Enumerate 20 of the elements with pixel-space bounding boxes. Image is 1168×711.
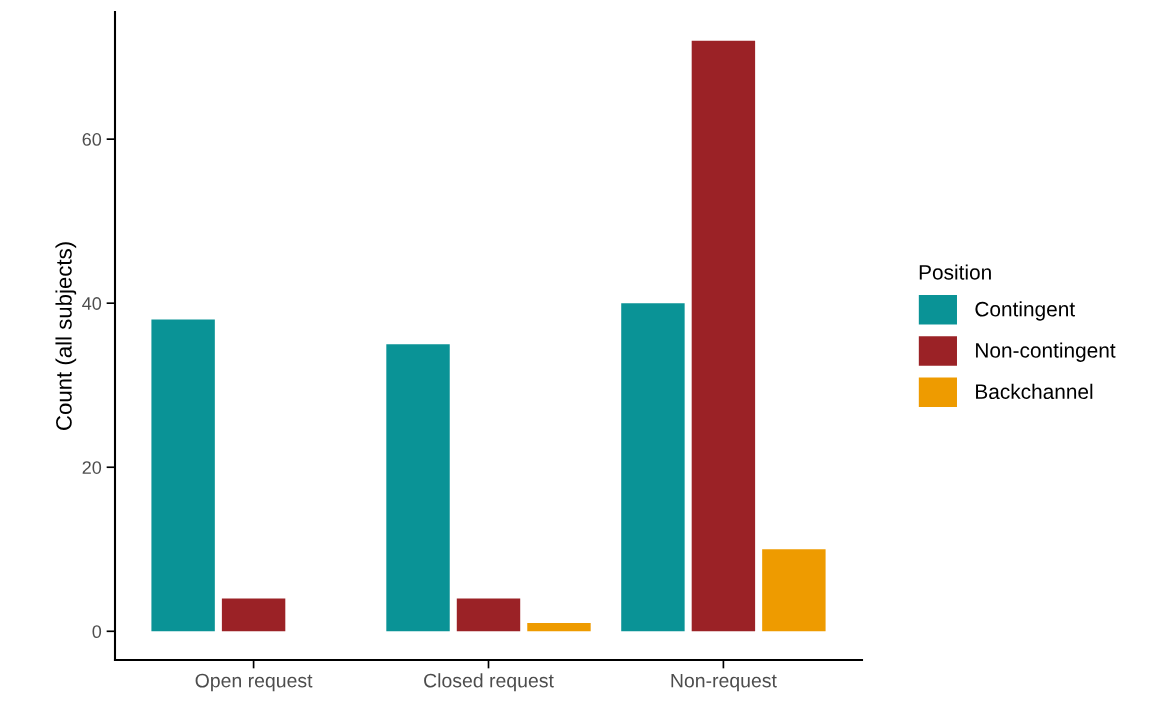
bar (151, 319, 215, 632)
x-tick-label: Non-request (671, 673, 777, 692)
legend-title: Position (919, 264, 991, 280)
bar (762, 549, 826, 632)
legend-label: Non-contingent (976, 342, 1116, 362)
bar (221, 598, 286, 632)
bar (621, 303, 685, 632)
legend-label: Contingent (975, 301, 1075, 321)
bar (691, 40, 756, 632)
x-tick-label: Closed request (424, 673, 554, 692)
y-tick-label: 60 (82, 133, 102, 146)
legend-label: Backchannel (976, 383, 1093, 400)
y-tick-label: 0 (92, 625, 102, 639)
bar (527, 623, 591, 632)
y-axis-title: Count (all subjects) (55, 242, 77, 430)
y-tick-label: 40 (82, 297, 102, 310)
x-tick-label: Open request (195, 673, 313, 692)
bar (386, 344, 450, 632)
bar (456, 598, 521, 632)
y-tick-label: 20 (82, 461, 102, 474)
